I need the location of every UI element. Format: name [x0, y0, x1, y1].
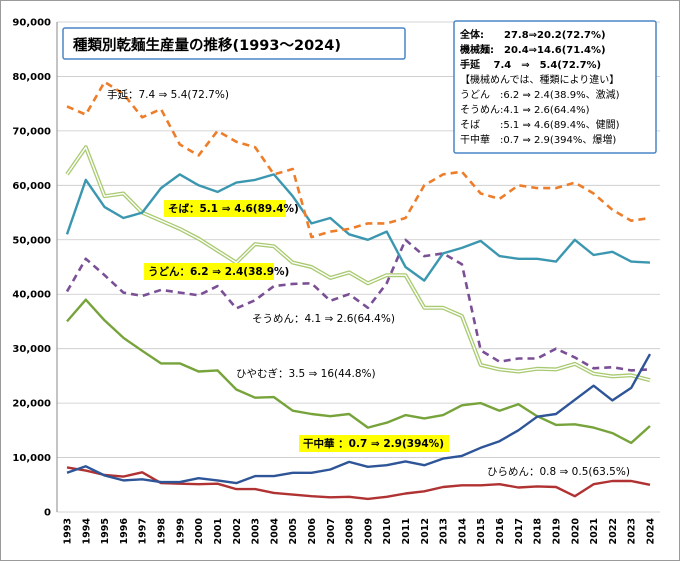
summary-line-somen: そうめん:4.1 ⇒ 2.6(64.4%) [460, 104, 590, 116]
x-tick-label: 2015 [476, 518, 487, 544]
x-tick-label: 2010 [382, 518, 393, 545]
grid-layer [56, 21, 660, 513]
x-tick-label: 2019 [551, 518, 562, 544]
annotation-chuka: 干中華 ：0.7 ⇒ 2.9(394%) [303, 437, 444, 450]
chart-title-box: 種類別乾麺生産量の推移(1993～2024) [62, 27, 406, 60]
y-tick-label: 40,000 [12, 290, 51, 301]
summary-line-total: 全体: 27.8⇒20.2(72.7%) [459, 28, 606, 41]
summary-box: 全体: 27.8⇒20.2(72.7%) 機械麺: 20.4⇒14.6(71.4… [453, 20, 657, 154]
annotation-tenobe: 手延：7.4 ⇒ 5.4(72.7%) [107, 88, 229, 101]
x-tick-label: 2000 [194, 518, 205, 545]
x-tick-label: 1999 [175, 518, 186, 544]
x-tick-label: 2020 [570, 518, 581, 545]
x-tick-label: 1994 [81, 518, 92, 545]
annotation-udon: うどん：6.2 ⇒ 2.4(38.9%) [148, 265, 289, 278]
annotation-soba: そば：5.1 ⇒ 4.6(89.4%) [168, 202, 299, 215]
chart-title: 種類別乾麺生産量の推移(1993～2024) [73, 36, 341, 54]
series-line-tenobe [66, 80, 651, 239]
x-axis-ticks: 1993 1994 1995 1996 1997 1998 1999 2000 2001 2002… [63, 518, 657, 545]
series-line-hiyamugi [66, 298, 651, 445]
x-tick-label: 2004 [269, 518, 280, 545]
summary-line-tenobe: 手延 7.4 ⇒ 5.4(72.7%) [460, 58, 601, 71]
x-tick-label: 1998 [157, 518, 168, 545]
summary-line-udon: うどん :6.2 ⇒ 2.4(38.9%、激減) [460, 88, 620, 101]
summary-line-chuka: 干中華 :0.7 ⇒ 2.9(394%、爆増) [460, 133, 616, 146]
annotation-highlight-soba [164, 200, 286, 217]
x-tick-label: 2011 [401, 518, 412, 544]
y-tick-label: 30,000 [12, 344, 51, 355]
x-tick-label: 2005 [288, 518, 299, 544]
annotation-somen: そうめん：4.1 ⇒ 2.6(64.4%) [252, 313, 395, 325]
y-tick-label: 50,000 [12, 235, 51, 246]
summary-line-machine: 機械麺: 20.4⇒14.6(71.4%) [460, 43, 606, 56]
y-tick-label: 70,000 [12, 126, 51, 137]
x-tick-label: 1993 [63, 518, 74, 544]
x-tick-label: 2006 [307, 518, 318, 545]
x-tick-label: 2022 [608, 518, 619, 544]
x-tick-label: 2009 [363, 518, 374, 544]
series-line-chuka [66, 353, 652, 485]
x-tick-label: 1995 [100, 518, 111, 544]
x-tick-label: 2008 [345, 518, 356, 545]
annotation-layer: 手延：7.4 ⇒ 5.4(72.7%) そば：5.1 ⇒ 4.6(89.4%) うど… [107, 88, 630, 478]
x-tick-label: 2024 [646, 518, 657, 545]
x-tick-label: 2023 [627, 518, 638, 544]
x-tick-label: 2016 [495, 518, 506, 545]
annotation-hiramen: ひらめん：0.8 ⇒ 0.5(63.5%) [487, 466, 630, 478]
y-tick-label: 0 [44, 508, 51, 519]
x-tick-label: 2021 [589, 518, 600, 544]
y-tick-label: 60,000 [12, 181, 51, 192]
x-tick-label: 2012 [420, 518, 431, 544]
x-tick-label: 2013 [439, 518, 450, 544]
x-tick-label: 1996 [119, 518, 130, 545]
x-tick-label: 2002 [232, 518, 243, 544]
y-tick-label: 20,000 [12, 399, 51, 410]
summary-line-soba: そば :5.1 ⇒ 4.6(89.4%、健闘) [460, 119, 620, 131]
x-tick-label: 2017 [514, 518, 525, 544]
y-tick-label: 80,000 [12, 72, 51, 83]
summary-line-heading: 【機械めんでは、種類により違い】 [460, 73, 619, 86]
series-line-somen [65, 238, 651, 372]
annotation-highlight-udon [144, 263, 274, 280]
annotation-hiyamugi: ひやむぎ：3.5 ⇒ 16(44.8%) [236, 367, 376, 380]
y-axis-ticks: 0 10,000 20,000 30,000 40,000 50,000 60,000 70,… [12, 18, 51, 519]
series-layer [65, 80, 652, 501]
x-tick-label: 2014 [457, 518, 468, 545]
x-tick-label: 2007 [326, 518, 337, 544]
x-tick-label: 1997 [138, 518, 149, 544]
series-line-udon-inner [66, 146, 651, 381]
y-tick-label: 10,000 [12, 453, 51, 464]
series-line-soba [65, 173, 651, 282]
annotation-highlight-chuka [299, 435, 449, 452]
y-tick-label: 90,000 [12, 18, 51, 29]
x-tick-label: 2001 [213, 518, 224, 544]
x-tick-label: 2003 [251, 518, 262, 544]
x-tick-label: 2018 [533, 518, 544, 545]
